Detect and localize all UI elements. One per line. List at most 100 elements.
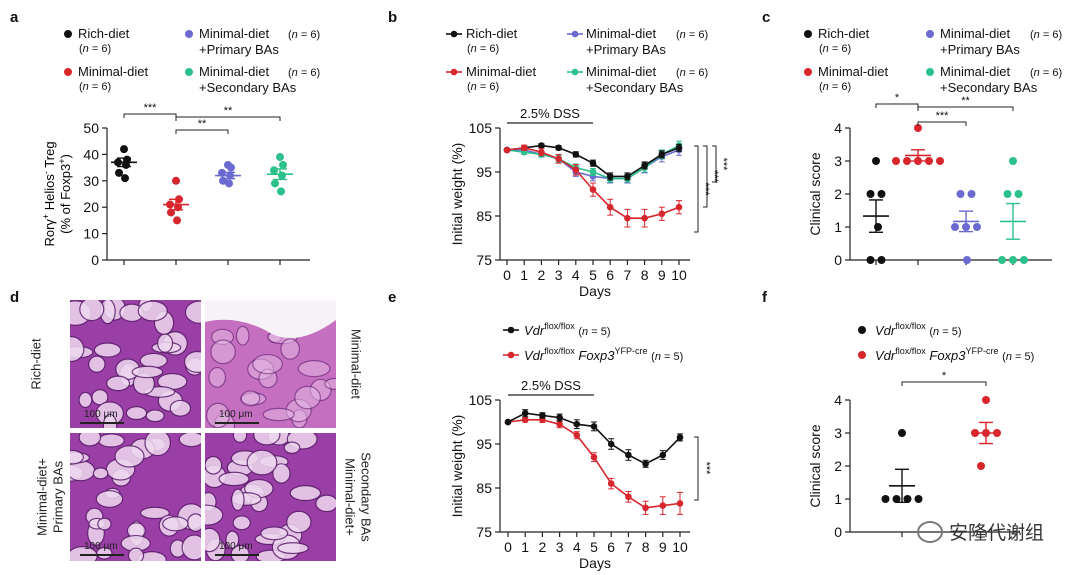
b-series-point (555, 144, 562, 152)
legend-f-ko-text: Vdrflox/flox Foxp3YFP-cre (n = 5) (875, 346, 1034, 363)
c-point (1020, 256, 1028, 264)
crypt (70, 336, 85, 363)
b-dss-label: 2.5% DSS (520, 106, 580, 121)
c-y-label: Clinical score (807, 152, 823, 235)
f-point (892, 495, 901, 503)
b-series-point (538, 142, 545, 149)
crypt (218, 471, 250, 487)
c-point (963, 256, 971, 264)
scale-text-2: 100 μm (219, 409, 253, 420)
histology-image (70, 433, 201, 561)
legend-a-primary: Minimal-diet (199, 26, 269, 41)
legend-b-secondary-n: (n = 6) (676, 67, 708, 79)
b-x-tick-label: 3 (555, 267, 563, 283)
crypt (139, 506, 170, 520)
crypt (78, 391, 93, 409)
c-point (973, 223, 981, 231)
b-x-tick-label: 9 (658, 267, 666, 283)
e-x-tick-label: 2 (539, 539, 547, 555)
b-x-tick-label: 5 (589, 267, 597, 283)
crypt (92, 467, 109, 480)
c-sig1-sig: * (895, 92, 900, 104)
a-y-tick-label: 40 (83, 146, 99, 162)
b-x-tick-label: 7 (624, 267, 632, 283)
b-x-tick-label: 10 (671, 267, 687, 283)
legend-a-dot-minimal (64, 68, 72, 76)
e-x-tick-label: 5 (590, 539, 598, 555)
legend-e-ctrl-dot (507, 326, 515, 334)
a-point (172, 176, 180, 185)
crypt (253, 433, 281, 446)
e-series-point (607, 440, 615, 448)
e-series-point (676, 434, 684, 441)
e-series-point (573, 420, 581, 428)
crypt (145, 409, 165, 423)
legend-b-minimal-n: (n = 6) (467, 81, 499, 93)
b-series-point (503, 146, 511, 154)
c-point (866, 190, 875, 198)
legend-c-rich-n: (n = 6) (819, 43, 851, 55)
e-x-tick-label: 1 (521, 539, 529, 555)
f-y-tick-label: 0 (834, 524, 842, 540)
panel-f-letter: f (762, 289, 768, 306)
b-sig: *** (699, 183, 711, 197)
a-point (121, 174, 129, 183)
crypt (139, 352, 168, 369)
crypt (262, 407, 295, 422)
f-sig-sig: * (942, 370, 947, 382)
e-series-point (642, 460, 649, 468)
lumen (205, 300, 336, 338)
crypt (324, 377, 336, 391)
c-point (1014, 190, 1023, 198)
legend-a-secondary-n: (n = 6) (288, 67, 320, 79)
watermark-text: 安隆代谢组 (948, 523, 1044, 544)
crypt (232, 515, 251, 531)
e-x-tick-label: 3 (556, 539, 564, 555)
legend-a-dot-secondary (185, 68, 193, 76)
b-x-tick-label: 8 (641, 267, 649, 283)
panel-e-letter: e (388, 289, 396, 306)
a-point (277, 187, 285, 196)
a-point (276, 153, 284, 162)
crypt (183, 350, 201, 373)
histology-image (70, 300, 201, 428)
legend-a-dot-rich (64, 30, 72, 38)
histology-label-primary-1: Minimal-diet+ (34, 458, 50, 536)
b-x-label: Days (579, 283, 611, 299)
histology-minimal-diet (205, 300, 336, 428)
histology-image (205, 300, 336, 428)
f-y-tick-label: 4 (834, 392, 842, 408)
panel-b-letter: b (388, 9, 397, 26)
c-sig3-bracket (917, 106, 1014, 111)
e-series-point (539, 412, 546, 419)
c-point (1009, 157, 1017, 165)
e-dss-label: 2.5% DSS (521, 378, 581, 393)
f-y-tick-label: 2 (834, 458, 842, 474)
legend-b-primary-2: +Primary BAs (586, 42, 666, 57)
crypt (277, 542, 310, 555)
c-point (1009, 256, 1017, 264)
legend-b-rich-text: Rich-diet (466, 26, 518, 41)
crypt (297, 360, 331, 378)
e-series-point (521, 409, 529, 417)
crypt (144, 433, 171, 457)
e-series-point (590, 423, 598, 430)
legend-b-secondary-dot (571, 68, 579, 76)
crypt (127, 547, 145, 561)
crypt (205, 504, 224, 526)
a-y-label: Rorγ+ Helios- Treg (41, 141, 57, 246)
legend-a-secondary-2: +Secondary BAs (199, 80, 297, 95)
crypt (205, 527, 221, 553)
histology-minimal-primary (70, 433, 201, 561)
legend-c-primary: Minimal-diet (940, 26, 1010, 41)
a-y-tick-label: 10 (83, 226, 99, 242)
histology-label-minimal: Minimal-diet (348, 328, 364, 400)
b-sig: *** (708, 170, 720, 184)
a-sig3-bracket (175, 116, 281, 121)
crypt (184, 300, 201, 324)
legend-a-primary-2: +Primary BAs (199, 42, 279, 57)
crypt (70, 546, 98, 561)
e-y-tick-label: 105 (469, 392, 493, 408)
e-series-line (507, 418, 681, 509)
